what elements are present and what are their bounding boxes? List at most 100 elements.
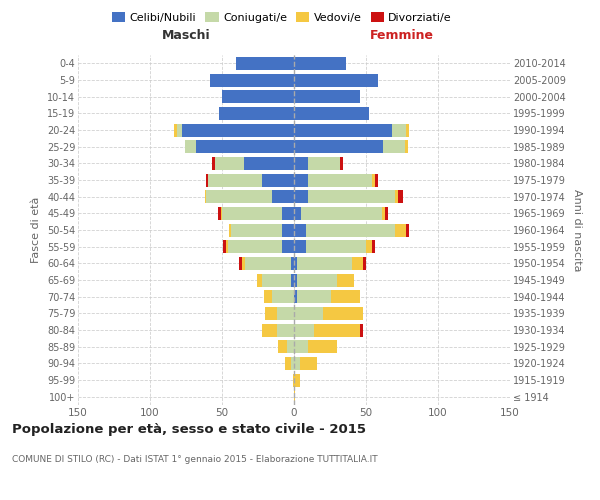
Bar — [229, 224, 230, 236]
Bar — [245, 257, 291, 270]
Bar — [294, 157, 308, 170]
Bar — [294, 274, 297, 286]
Bar — [308, 157, 340, 170]
Bar — [272, 290, 294, 303]
Bar — [236, 57, 294, 70]
Text: Maschi: Maschi — [161, 28, 211, 42]
Bar — [257, 274, 262, 286]
Bar — [314, 324, 360, 336]
Bar — [395, 224, 406, 236]
Bar — [301, 207, 382, 220]
Bar — [287, 340, 294, 353]
Bar — [294, 207, 301, 220]
Bar — [294, 257, 297, 270]
Bar — [392, 124, 406, 136]
Bar — [291, 257, 294, 270]
Bar — [294, 340, 308, 353]
Bar — [272, 190, 294, 203]
Text: Femmine: Femmine — [370, 28, 434, 42]
Bar — [398, 190, 403, 203]
Bar — [305, 240, 366, 253]
Bar — [178, 124, 182, 136]
Bar — [294, 57, 346, 70]
Bar — [374, 174, 377, 186]
Bar — [337, 274, 355, 286]
Bar — [242, 257, 245, 270]
Bar — [206, 174, 208, 186]
Bar — [291, 357, 294, 370]
Bar — [211, 74, 294, 86]
Bar — [294, 357, 300, 370]
Bar — [297, 290, 331, 303]
Bar — [230, 224, 283, 236]
Bar — [206, 190, 272, 203]
Bar — [208, 174, 262, 186]
Bar — [218, 207, 221, 220]
Bar — [262, 324, 277, 336]
Bar — [185, 140, 196, 153]
Bar — [363, 257, 366, 270]
Bar — [294, 390, 295, 403]
Bar — [283, 224, 294, 236]
Bar — [228, 240, 283, 253]
Bar — [294, 190, 308, 203]
Bar — [277, 324, 294, 336]
Bar — [297, 274, 337, 286]
Legend: Celibi/Nubili, Coniugati/e, Vedovi/e, Divorziati/e: Celibi/Nubili, Coniugati/e, Vedovi/e, Di… — [107, 8, 457, 28]
Bar — [372, 174, 374, 186]
Bar — [264, 290, 272, 303]
Bar — [196, 140, 294, 153]
Bar — [294, 90, 360, 103]
Bar — [405, 140, 408, 153]
Bar — [182, 124, 294, 136]
Bar — [383, 140, 405, 153]
Bar — [331, 290, 360, 303]
Bar — [308, 190, 395, 203]
Y-axis label: Fasce di età: Fasce di età — [31, 197, 41, 263]
Bar — [297, 257, 352, 270]
Bar — [222, 207, 283, 220]
Bar — [294, 374, 300, 386]
Bar — [262, 274, 291, 286]
Bar — [277, 307, 294, 320]
Bar — [308, 174, 372, 186]
Bar — [294, 307, 323, 320]
Bar — [223, 240, 226, 253]
Bar — [382, 207, 385, 220]
Text: COMUNE DI STILO (RC) - Dati ISTAT 1° gennaio 2015 - Elaborazione TUTTITALIA.IT: COMUNE DI STILO (RC) - Dati ISTAT 1° gen… — [12, 455, 377, 464]
Bar — [221, 207, 222, 220]
Bar — [205, 190, 206, 203]
Bar — [294, 324, 314, 336]
Bar — [294, 290, 297, 303]
Y-axis label: Anni di nascita: Anni di nascita — [572, 188, 583, 271]
Bar — [293, 374, 294, 386]
Bar — [360, 324, 363, 336]
Bar — [294, 74, 377, 86]
Bar — [385, 207, 388, 220]
Bar — [305, 224, 395, 236]
Text: Popolazione per età, sesso e stato civile - 2015: Popolazione per età, sesso e stato civil… — [12, 422, 366, 436]
Bar — [372, 240, 374, 253]
Bar — [226, 240, 228, 253]
Bar — [244, 157, 294, 170]
Bar — [294, 174, 308, 186]
Bar — [222, 90, 294, 103]
Bar — [265, 307, 277, 320]
Bar — [294, 224, 305, 236]
Bar — [352, 257, 363, 270]
Bar — [395, 190, 398, 203]
Bar — [215, 157, 244, 170]
Bar — [291, 274, 294, 286]
Bar — [212, 157, 215, 170]
Bar — [294, 107, 369, 120]
Bar — [340, 157, 343, 170]
Bar — [219, 107, 294, 120]
Bar — [294, 124, 392, 136]
Bar — [366, 240, 372, 253]
Bar — [283, 207, 294, 220]
Bar — [278, 340, 287, 353]
Bar — [286, 357, 291, 370]
Bar — [294, 140, 383, 153]
Bar — [239, 257, 242, 270]
Bar — [406, 124, 409, 136]
